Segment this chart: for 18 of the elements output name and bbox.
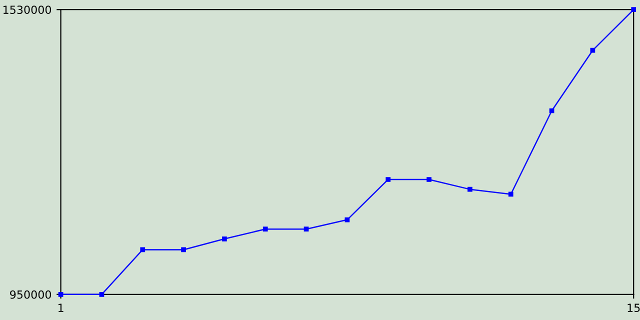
x-tick-label: 1 <box>58 304 64 312</box>
point <box>262 226 268 232</box>
point <box>590 48 596 53</box>
point <box>386 177 391 182</box>
point <box>344 217 350 222</box>
point <box>631 7 636 12</box>
point <box>549 108 554 114</box>
point <box>426 177 432 182</box>
point <box>99 292 104 297</box>
point <box>304 226 309 232</box>
point <box>468 186 472 192</box>
point <box>508 192 514 197</box>
y-tick-label: 950000 <box>10 290 52 299</box>
point <box>222 236 227 242</box>
point <box>181 247 186 252</box>
point <box>140 247 146 252</box>
x-tick-label: 15 <box>628 304 640 312</box>
y-tick-label: 1530000 <box>4 6 52 14</box>
